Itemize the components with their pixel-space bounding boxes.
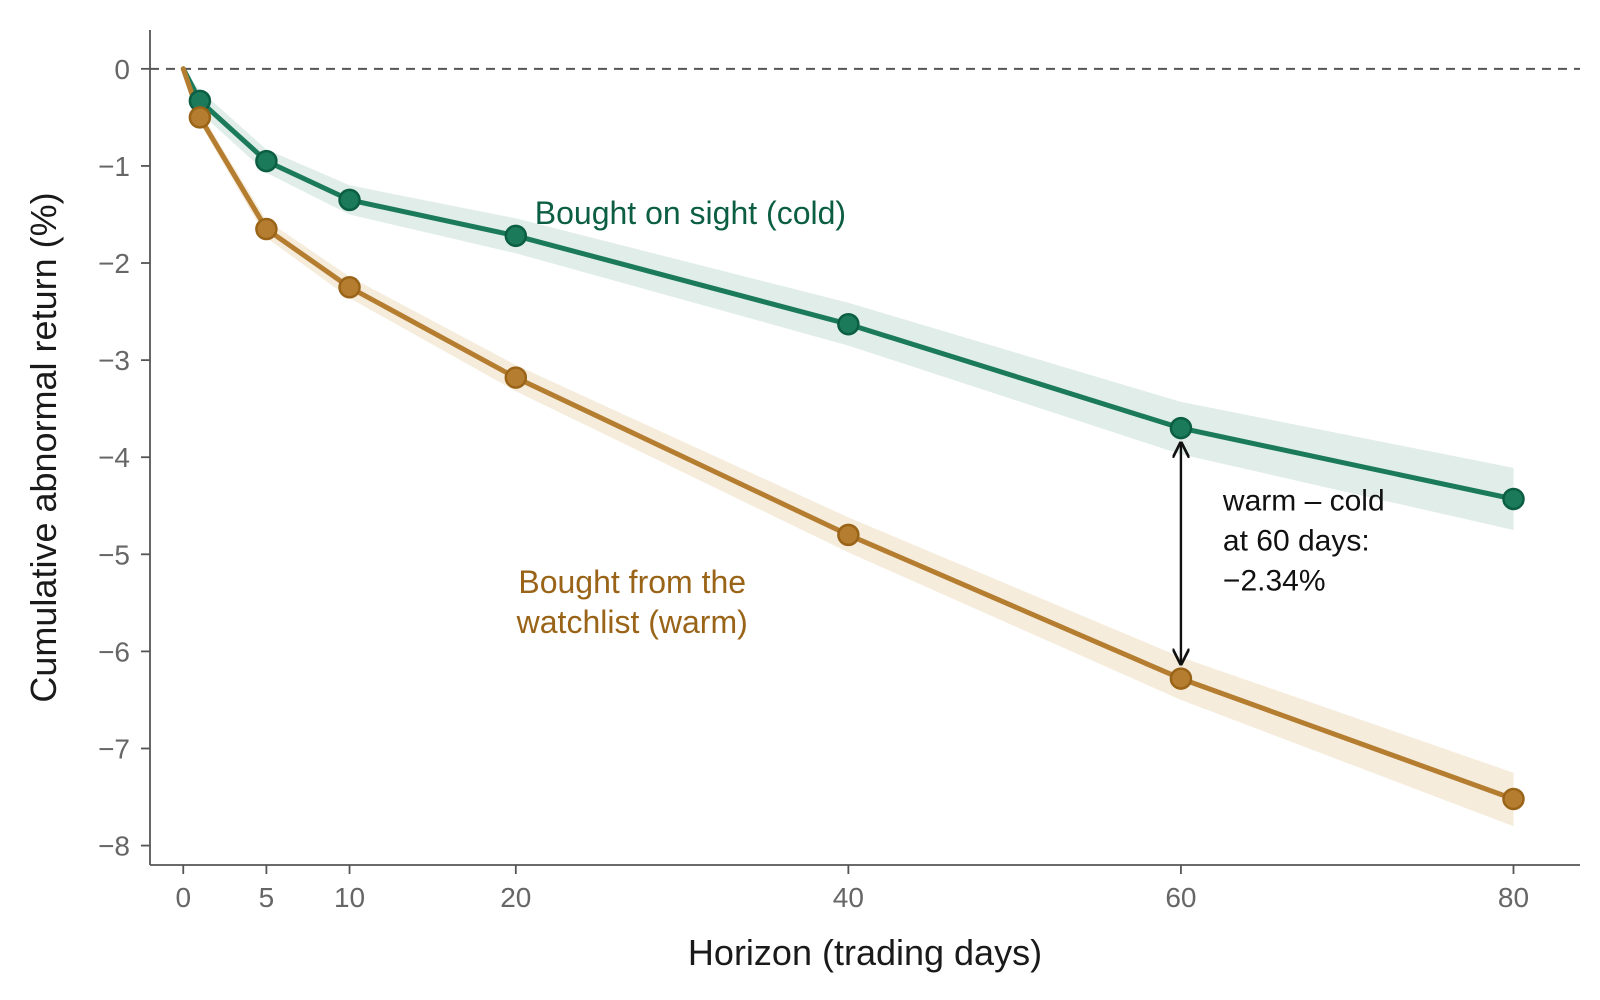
difference-annotation: warm – cold at 60 days: −2.34%	[1181, 443, 1385, 664]
series-lines	[180, 66, 1516, 802]
confidence-band-0	[183, 68, 1514, 531]
data-point	[1502, 487, 1525, 511]
series-line-1	[180, 66, 1516, 802]
data-point	[1502, 787, 1525, 811]
confidence-bands	[183, 68, 1514, 827]
data-point	[1169, 416, 1193, 440]
series-markers	[188, 89, 1525, 811]
series-label-1: Bought from the	[518, 564, 746, 600]
series-line-0	[180, 66, 1516, 502]
axes: 0 5 10 20 40 60 80 0 −1 −2 −3 −4 −5 −6 −7 −8	[98, 30, 1580, 913]
x-tick-label: 10	[334, 882, 365, 913]
y-axis-title: Cumulative abnormal return (%)	[23, 192, 64, 702]
annotation-text: at 60 days:	[1223, 525, 1370, 558]
x-tick-label: 80	[1498, 882, 1529, 913]
data-point	[837, 523, 860, 547]
data-point	[338, 188, 361, 212]
x-tick-label: 40	[833, 882, 864, 913]
series-label-0: Bought on sight (cold)	[535, 195, 846, 231]
data-point	[837, 312, 860, 336]
x-tick-label: 20	[500, 882, 531, 913]
y-tick-label: −2	[98, 248, 130, 279]
series-label-1: watchlist (warm)	[516, 604, 748, 640]
x-axis-title: Horizon (trading days)	[688, 932, 1042, 973]
data-point	[504, 366, 528, 389]
data-point	[338, 276, 361, 299]
series-labels: Bought on sight (cold) Bought from the wat…	[516, 195, 846, 640]
data-point	[188, 106, 212, 129]
data-point	[255, 149, 278, 173]
y-tick-label: −5	[98, 539, 130, 570]
y-tick-label: −7	[98, 733, 130, 764]
y-tick-label: −4	[98, 442, 130, 473]
x-tick-label: 0	[175, 882, 191, 913]
data-point	[1169, 667, 1193, 690]
annotation-text: −2.34%	[1223, 565, 1326, 598]
x-tick-label: 5	[259, 882, 275, 913]
y-tick-label: −1	[98, 151, 130, 182]
y-tick-label: 0	[114, 54, 130, 85]
y-tick-label: −6	[98, 636, 130, 667]
annotation-text: warm – cold	[1222, 485, 1385, 518]
y-tick-label: −3	[98, 345, 130, 376]
x-tick-label: 60	[1165, 882, 1196, 913]
y-tick-label: −8	[98, 831, 130, 862]
data-point	[255, 217, 278, 241]
data-point	[504, 224, 528, 248]
